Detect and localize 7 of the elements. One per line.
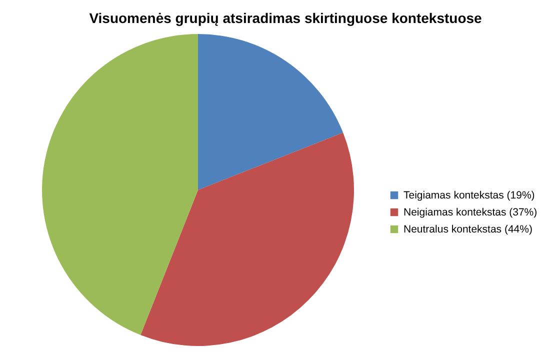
chart-title: Visuomenės grupių atsiradimas skirtinguose kontekstuose bbox=[89, 10, 482, 26]
legend-label: Neutralus kontekstas (44%) bbox=[404, 223, 532, 236]
legend-label: Teigiamas kontekstas (19%) bbox=[404, 189, 535, 202]
legend-label: Neigiamas kontekstas (37%) bbox=[404, 206, 538, 218]
pie-slice bbox=[140, 132, 354, 346]
pie-slice bbox=[42, 34, 198, 336]
pie-slice bbox=[198, 34, 344, 190]
